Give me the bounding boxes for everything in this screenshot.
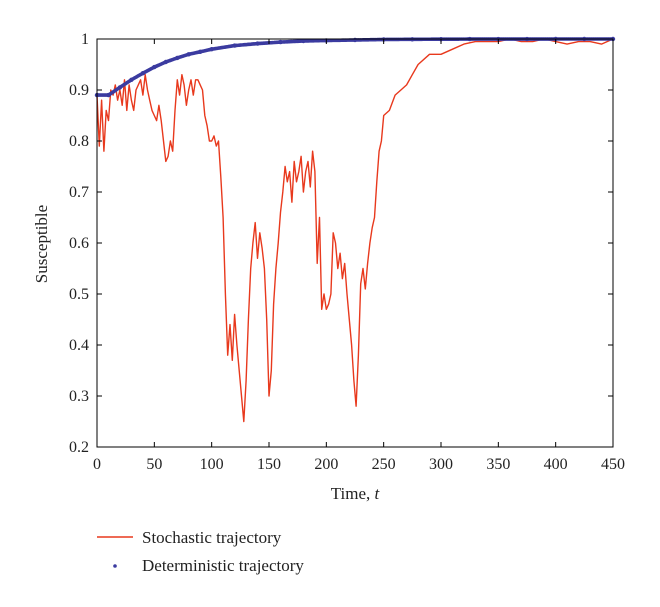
series-line-stochastic [96,38,614,423]
x-tick-label: 100 [200,456,224,473]
x-tick-label: 300 [429,456,453,473]
x-axis-label: Time, t [331,484,381,503]
y-tick-label: 0.5 [69,286,89,303]
y-tick-label: 0.7 [69,184,89,201]
x-axis-label-variable: t [375,484,381,503]
plot-area [94,36,616,423]
x-tick-label: 0 [93,456,101,473]
legend-deterministic-label: Deterministic trajectory [142,556,304,575]
x-tick-label: 350 [486,456,510,473]
x-tick-label: 450 [601,456,625,473]
legend-deterministic-swatch [113,564,117,568]
series-dots-deterministic [94,36,616,98]
axes: 0 50 100 150 200 250 300 350 400 450 0.2 0.3 0.4 0.5 0… [69,31,625,473]
x-tick-label: 200 [314,456,338,473]
x-tick-label: 150 [257,456,281,473]
x-tick-label: 250 [372,456,396,473]
x-axis-label-text: Time, [331,484,375,503]
x-tick-label: 50 [146,456,162,473]
y-tick-label: 0.3 [69,388,89,405]
y-tick-label: 0.9 [69,82,89,99]
legend-stochastic-label: Stochastic trajectory [142,528,282,547]
x-tick-label: 400 [544,456,568,473]
y-tick-label: 0.8 [69,133,89,150]
y-axis-label: Susceptible [32,205,51,283]
y-tick-label: 0.6 [69,235,89,252]
y-tick-label: 1 [81,31,89,48]
deterministic-curve [95,37,615,97]
legend: Stochastic trajectory Deterministic traj… [97,528,304,575]
y-tick-label: 0.4 [69,337,89,354]
y-tick-label: 0.2 [69,439,89,456]
